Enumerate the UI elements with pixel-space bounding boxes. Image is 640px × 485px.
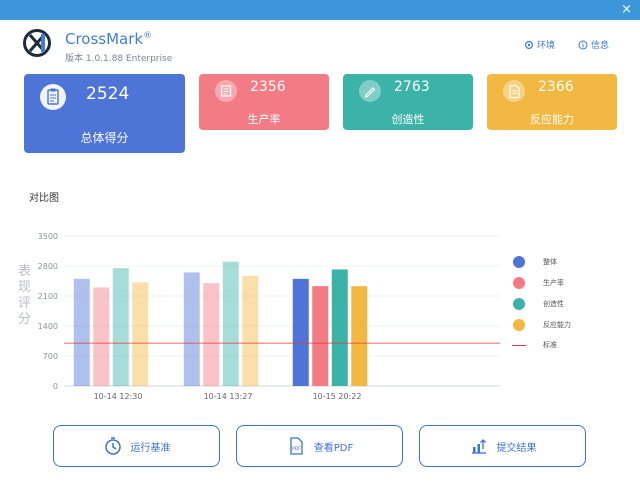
legend-item: 反应能力 (513, 319, 571, 331)
y-tick-label: 0 (53, 382, 58, 391)
bar (331, 269, 348, 386)
pdf-icon: PDF (290, 437, 303, 455)
bar (292, 278, 309, 386)
legend-label: 生产率 (543, 279, 564, 287)
creativity-value: 2763 (394, 79, 430, 95)
x-tick-label: 10-14 12:30 (94, 392, 143, 401)
page-icon (503, 80, 525, 102)
run-benchmark-button[interactable]: 运行基准 (53, 425, 220, 467)
productivity-value: 2356 (250, 79, 286, 95)
close-button[interactable]: × (621, 2, 632, 17)
responsiveness-label: 反应能力 (530, 113, 574, 126)
bar (93, 287, 110, 386)
environment-link[interactable]: 环境 (524, 38, 555, 51)
legend-label: 反应能力 (543, 321, 571, 329)
y-tick-label: 2800 (38, 262, 58, 271)
x-tick-label: 10-14 13:27 (204, 392, 253, 401)
info-icon (578, 40, 588, 49)
bar (132, 282, 149, 386)
productivity-label: 生产率 (247, 113, 281, 126)
legend-label: 标准 (543, 341, 557, 349)
app-version: 版本 1.0.1.88 Enterprise (65, 54, 173, 64)
legend-swatch (513, 298, 525, 310)
title-bar: × (0, 0, 640, 20)
bar (351, 286, 368, 386)
chart-y-axis-label: 表现评分 (18, 264, 32, 327)
view-pdf-button[interactable]: PDF 查看PDF (236, 425, 403, 467)
y-tick-label: 1400 (38, 322, 58, 331)
bar (242, 275, 259, 386)
y-tick-label: 3500 (38, 232, 58, 241)
chart-section-title: 对比图 (29, 193, 59, 204)
total-score-label: 总体得分 (80, 131, 129, 145)
legend-item: 创造性 (513, 298, 564, 310)
bar (222, 261, 239, 386)
document-icon (215, 80, 237, 102)
gear-icon (524, 40, 534, 49)
creativity-card: 2763 创造性 (343, 74, 473, 130)
y-tick-label: 700 (43, 352, 58, 361)
productivity-card: 2356 生产率 (199, 74, 329, 130)
total-score-card: 2524 总体得分 (24, 74, 185, 153)
upload-chart-icon (471, 439, 486, 454)
bar (312, 286, 329, 386)
clipboard-icon (40, 84, 66, 110)
app-name: CrossMark® (65, 30, 153, 48)
x-tick-label: 10-15 20:22 (313, 392, 362, 401)
legend-item: 生产率 (513, 277, 564, 289)
creativity-label: 创造性 (391, 113, 425, 126)
info-link[interactable]: 信息 (578, 38, 609, 51)
stopwatch-icon (104, 437, 121, 455)
legend-item: 标准 (512, 340, 557, 350)
pencil-icon (359, 80, 381, 102)
submit-results-button[interactable]: 提交结果 (419, 425, 586, 467)
bar (112, 268, 129, 386)
responsiveness-value: 2366 (538, 79, 574, 95)
legend-label: 创造性 (543, 300, 564, 308)
legend-swatch (513, 319, 525, 331)
legend-item: 整体 (513, 256, 557, 268)
responsiveness-card: 2366 反应能力 (487, 74, 617, 130)
y-tick-label: 2100 (38, 292, 58, 301)
bar (73, 278, 90, 386)
bar (183, 272, 200, 386)
pdf-icon-label: PDF (292, 446, 301, 452)
legend-swatch (513, 256, 525, 268)
bar (203, 283, 220, 386)
legend-label: 整体 (543, 258, 557, 266)
crossmark-logo (23, 29, 51, 57)
legend-swatch (512, 344, 526, 346)
legend-swatch (513, 277, 525, 289)
total-score-value: 2524 (86, 84, 130, 104)
